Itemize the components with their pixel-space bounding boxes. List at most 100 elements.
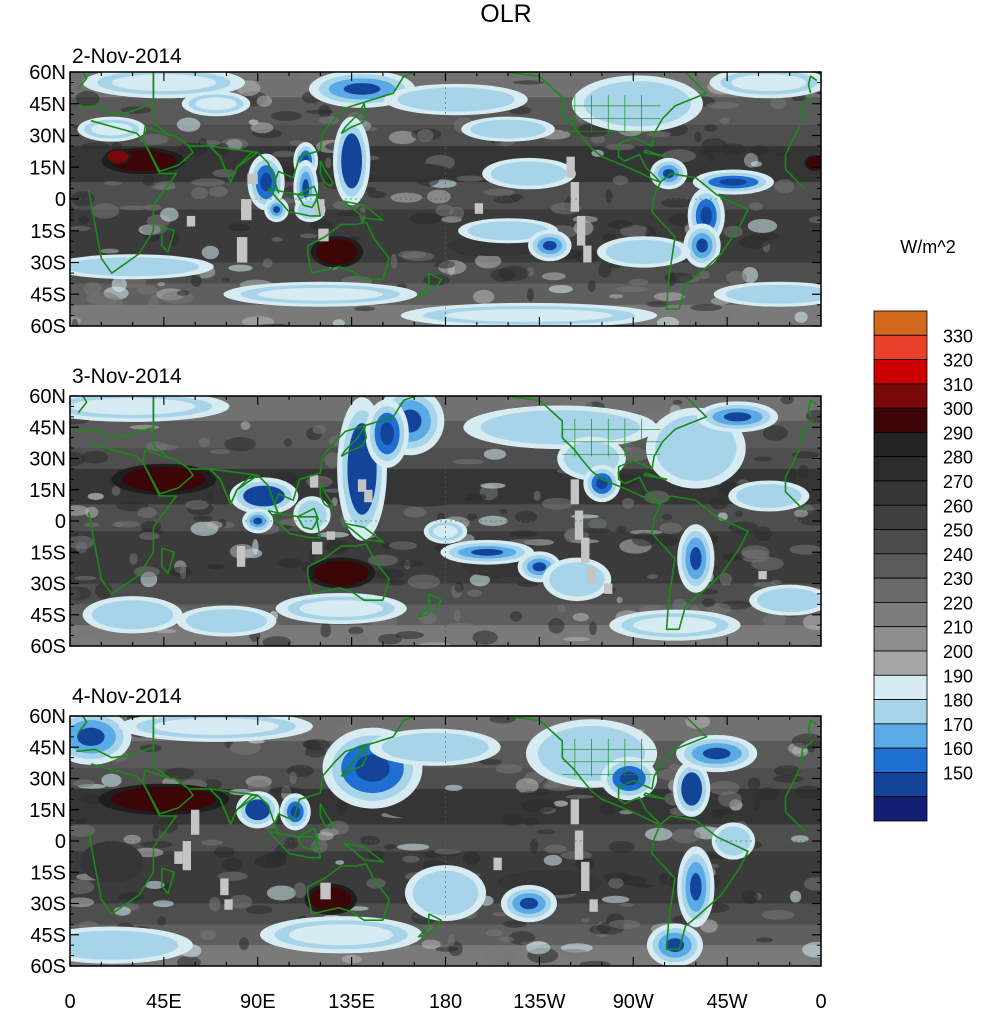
olr-texture [517,581,540,587]
lat-label: 0 [55,189,66,211]
olr-texture [191,186,209,200]
olr-texture [482,947,516,962]
olr-texture [192,515,213,522]
olr-texture [786,468,797,482]
coastline-europe [76,72,814,121]
colorbar-swatch [873,747,928,773]
olr-texture [508,931,536,945]
olr-texture [710,636,717,646]
olr-texture [644,827,673,841]
olr-texture [152,824,159,839]
olr-texture [472,289,495,304]
olr-texture [176,117,201,132]
lat-label: 60N [29,386,66,408]
missing-data-cell [311,541,323,555]
olr-texture [212,168,237,178]
lon-label: 180 [429,991,462,1013]
olr-texture [70,225,91,231]
olr-texture [82,142,110,150]
olr-texture [312,424,326,435]
olr-texture [605,143,636,151]
missing-data-cell [357,479,367,492]
missing-data-cell [581,861,590,891]
olr-texture [387,579,405,586]
olr-core [260,172,272,192]
lon-label: 0 [815,991,826,1013]
olr-texture [447,622,475,629]
coastline-newguinea [342,200,384,221]
olr-texture [359,835,380,846]
lat-label: 15N [29,480,66,502]
coastline-asia [152,716,419,836]
olr-texture [270,786,302,794]
olr-texture [741,545,770,560]
olr-core [702,747,731,760]
olr-texture [489,716,516,724]
olr-texture [480,482,506,489]
olr-texture [397,843,430,851]
colorbar-swatch [873,529,928,555]
olr-blob-190 [289,924,394,946]
olr-texture [456,175,484,182]
olr-texture [521,791,551,796]
olr-field-1 [70,72,821,326]
colorbar-label: 210 [943,618,973,638]
coastline-australia [307,863,390,921]
olr-texture [325,539,349,555]
olr-texture [283,438,292,447]
olr-texture [388,130,417,145]
olr-texture [362,126,378,132]
missing-data-cell [174,851,183,864]
olr-texture [228,223,251,232]
olr-texture [637,956,645,961]
olr-texture [449,206,465,220]
olr-texture [390,192,423,203]
coastline-nz [417,593,443,618]
olr-texture [750,161,762,168]
olr-texture [599,802,616,816]
missing-data-cell [758,571,767,580]
olr-texture [100,248,120,254]
olr-texture [222,277,230,283]
olr-texture [224,437,257,452]
olr-core [690,547,702,570]
olr-texture [318,116,339,125]
olr-texture [272,150,295,158]
olr-texture [499,509,508,514]
olr-blob-190 [633,616,717,634]
missing-data-cell [493,857,502,871]
olr-texture [201,839,223,846]
olr-texture [306,109,334,115]
olr-texture [798,464,809,479]
olr-texture [254,854,286,869]
olr-texture [803,877,821,891]
olr-texture [140,521,162,533]
olr-texture [739,235,770,249]
colorbar-swatch [873,334,928,360]
missing-data-cell [186,215,196,227]
panel-date-2: 3-Nov-2014 [72,365,182,388]
olr-texture [755,937,774,943]
olr-texture [608,840,635,853]
olr-texture [609,294,624,299]
olr-texture [802,614,821,630]
olr-texture [435,204,454,217]
coastline-africa [88,443,805,595]
colorbar: 330 320 310 300 290 280 270 260 250 240 230 220 210 2… [873,310,973,822]
olr-texture [616,596,623,604]
olr-texture [83,281,102,296]
coastline-cuba [643,792,668,801]
olr-texture [305,746,327,758]
olr-texture [653,292,685,302]
olr-texture [71,318,78,326]
olr-texture [754,526,772,542]
olr-texture [200,930,216,941]
colorbar-swatch [873,577,928,603]
olr-texture [274,621,282,635]
olr-texture [112,522,124,528]
olr-texture [75,90,100,107]
olr-texture [176,142,208,157]
olr-texture [191,178,226,187]
olr-texture [179,565,187,580]
olr-texture [591,134,606,144]
